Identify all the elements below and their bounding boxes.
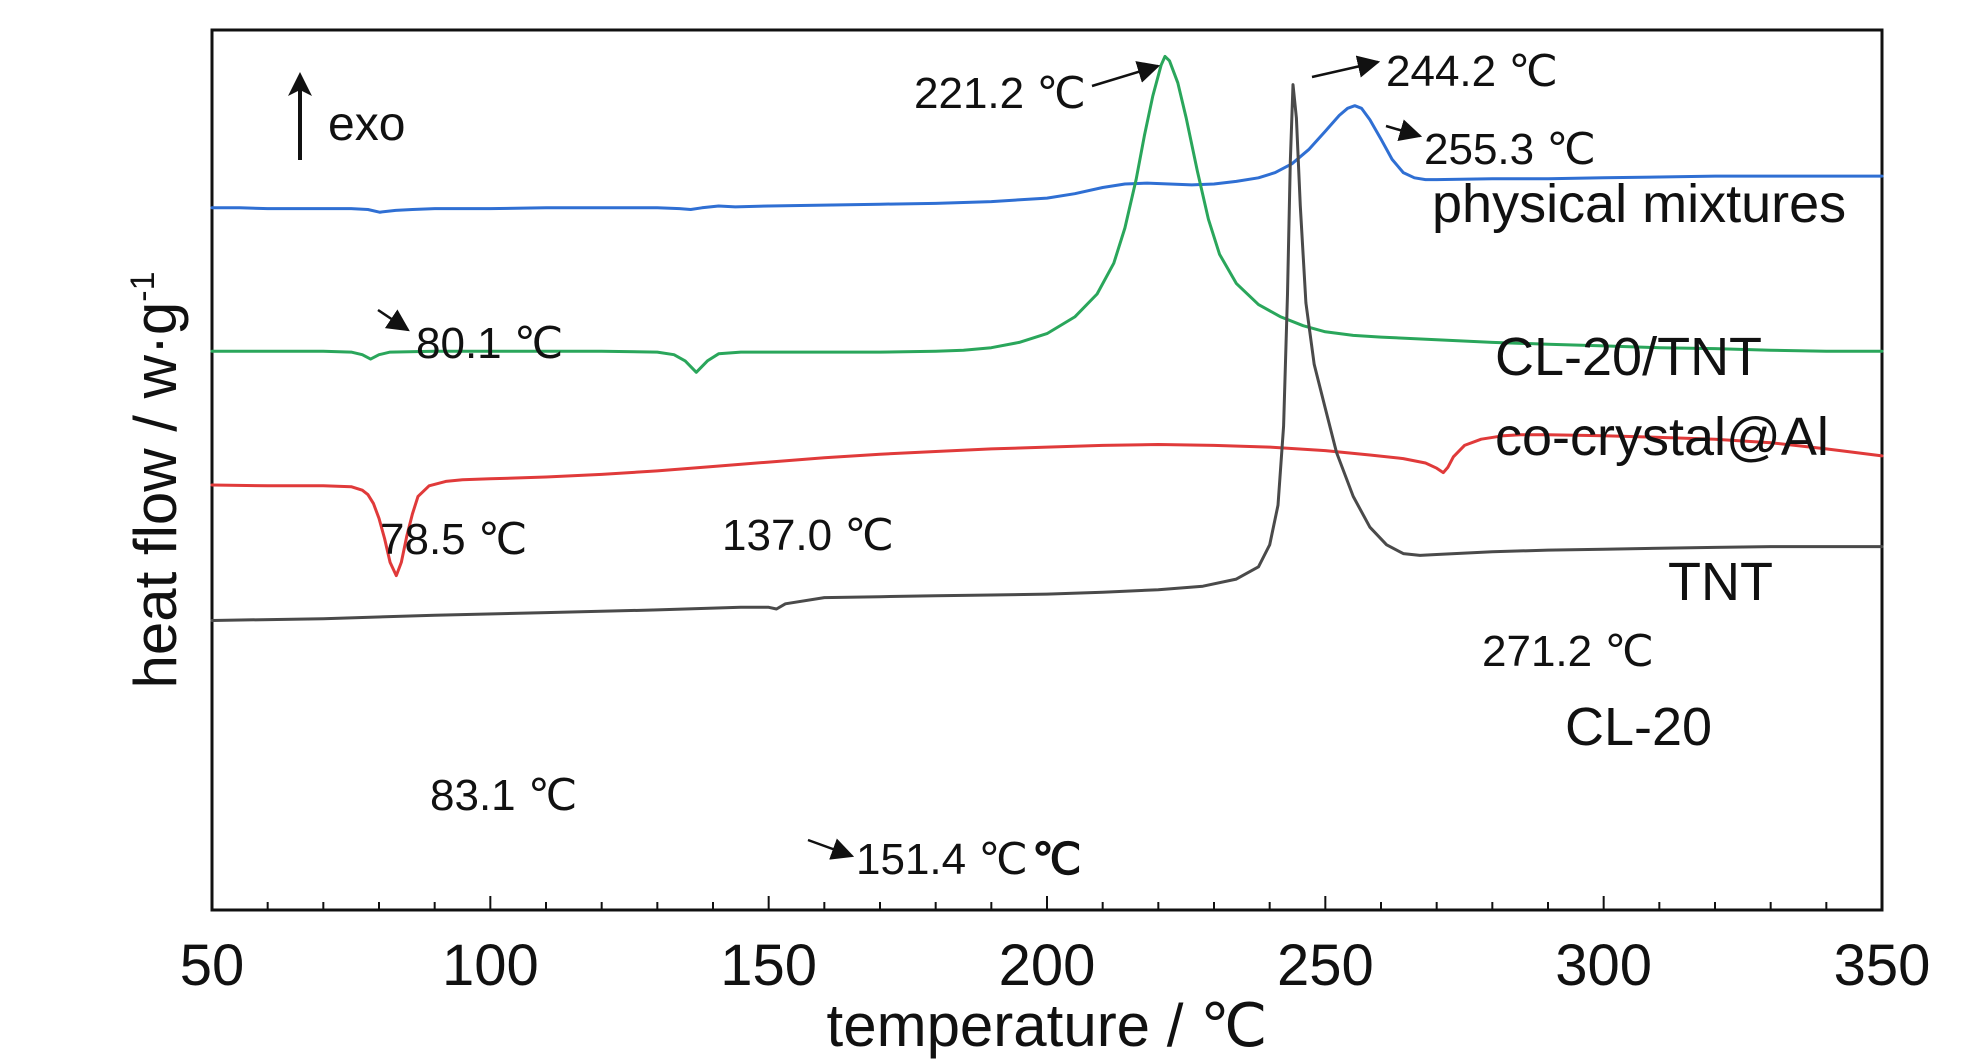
- arrow-255-icon: [1385, 119, 1423, 142]
- annotation-244-2: 244.2 ℃: [1386, 47, 1558, 96]
- series-label-tnt: TNT: [1668, 552, 1773, 612]
- series-line-1: [210, 54, 1884, 374]
- y-axis-label-superscript: -1: [124, 271, 162, 301]
- x-tick-label: 200: [999, 933, 1096, 998]
- arrow-244-icon: [1311, 55, 1381, 79]
- x-tick-label: 150: [720, 933, 817, 998]
- annotation-271-2: 271.2 ℃: [1482, 627, 1654, 676]
- x-tick-label: 300: [1555, 933, 1652, 998]
- series-layer: [210, 54, 1884, 622]
- y-axis-label-text: heat flow / w·g: [122, 302, 189, 689]
- series-label-co-crystal-al: co-crystal@Al: [1495, 407, 1829, 467]
- x-tick-label: 100: [442, 933, 539, 998]
- exo-indicator: exo: [288, 72, 405, 160]
- annotation-arrows: [377, 55, 1423, 860]
- x-tick-label: 250: [1277, 933, 1374, 998]
- annotation-137-0: 137.0 ℃: [722, 511, 894, 560]
- y-axis-label-group: heat flow / w·g-1: [122, 271, 189, 688]
- arrow-151-icon: [807, 838, 855, 860]
- x-tick-label: 350: [1834, 933, 1931, 998]
- series-line-2: [210, 433, 1884, 578]
- series-line-3: [210, 83, 1884, 622]
- arrow-80-icon: [377, 308, 410, 332]
- x-tick-label: 50: [180, 933, 245, 998]
- series-label-cl20-tnt: CL-20/TNT: [1495, 327, 1762, 387]
- series-label-cl20: CL-20: [1565, 697, 1712, 757]
- arrow-221-icon: [1091, 61, 1161, 88]
- annotation-78-5: 78.5 ℃: [380, 515, 527, 564]
- exo-arrowhead-icon: [288, 72, 312, 96]
- annotation-151-4-extra-unit: ℃: [1032, 835, 1081, 884]
- annotation-83-1: 83.1 ℃: [430, 771, 577, 820]
- y-axis-label: heat flow / w·g-1: [122, 271, 189, 688]
- x-axis-label: temperature / ℃: [827, 992, 1268, 1059]
- x-ticks: 50 100 150 200 250 300 350: [180, 896, 1931, 998]
- annotation-151-4: 151.4 ℃: [856, 835, 1028, 884]
- annotation-255-3: 255.3 ℃: [1424, 125, 1596, 174]
- annotation-221-2: 221.2 ℃: [914, 69, 1086, 118]
- exo-label: exo: [328, 98, 405, 151]
- series-label-physical-mixtures: physical mixtures: [1432, 174, 1846, 234]
- annotation-80-1: 80.1 ℃: [416, 319, 563, 368]
